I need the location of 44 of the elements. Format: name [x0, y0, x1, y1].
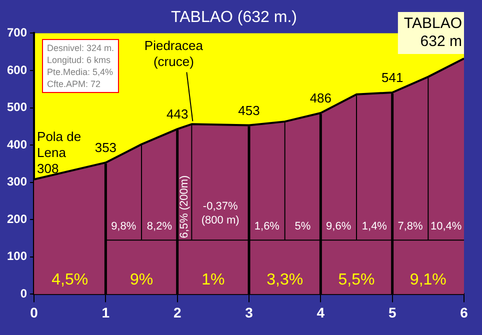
annotation: Pola de Lena 308 — [37, 128, 82, 176]
y-tick-label: 0 — [20, 286, 28, 301]
y-tick-label: 300 — [6, 174, 28, 189]
annotation: 443 — [166, 106, 188, 122]
annotation: 7,8% — [398, 220, 424, 232]
x-tick-label: 0 — [30, 304, 38, 320]
annotation: 9,8% — [111, 220, 136, 232]
y-tick-label: 700 — [6, 26, 28, 40]
chart-title: TABLAO (632 m.) — [171, 9, 297, 26]
annotation: 1,4% — [362, 220, 388, 232]
annotation: Desnivel: 324 m. — [47, 42, 114, 54]
x-tick-label: 5 — [388, 304, 396, 320]
y-tick-label: 500 — [6, 100, 28, 114]
annotation: 9,1% — [410, 271, 446, 288]
annotation: 4,5% — [52, 271, 88, 288]
annotation: 353 — [94, 140, 117, 156]
annotation: 453 — [238, 102, 260, 118]
annotation: 5% — [294, 220, 311, 232]
x-tick-label: 6 — [460, 304, 468, 320]
annotation: 6,5% (200m) — [178, 175, 191, 238]
annotation: 9,6% — [326, 220, 352, 232]
annotation: 10,4% — [430, 220, 462, 232]
annotation: 541 — [381, 70, 404, 86]
annotation: 5,5% — [338, 271, 375, 288]
annotation: 1,6% — [254, 220, 280, 232]
annotation: 486 — [310, 90, 332, 106]
annotation: Piedracea (cruce) — [144, 38, 204, 69]
x-tick-label: 4 — [316, 304, 325, 320]
x-tick-label: 3 — [245, 304, 254, 320]
annotation: 1% — [202, 271, 225, 288]
annotation: TABLAO 632 m — [404, 15, 462, 50]
annotation: Cfte.APM: 72 — [47, 78, 102, 90]
y-tick-label: 600 — [6, 62, 28, 77]
annotation: -0,37% (800 m) — [201, 200, 240, 226]
y-tick-label: 200 — [6, 212, 28, 226]
annotation: 8,2% — [146, 220, 172, 232]
annotation: Pte.Media: 5,4% — [47, 66, 114, 78]
annotation: 9% — [130, 271, 154, 288]
annotation: Longitud: 6 kms — [47, 54, 112, 66]
annotation: 3,3% — [266, 271, 304, 288]
y-tick-label: 100 — [6, 249, 28, 264]
x-tick-label: 2 — [173, 304, 182, 320]
y-tick-label: 400 — [6, 137, 28, 152]
x-tick-label: 1 — [102, 304, 110, 320]
